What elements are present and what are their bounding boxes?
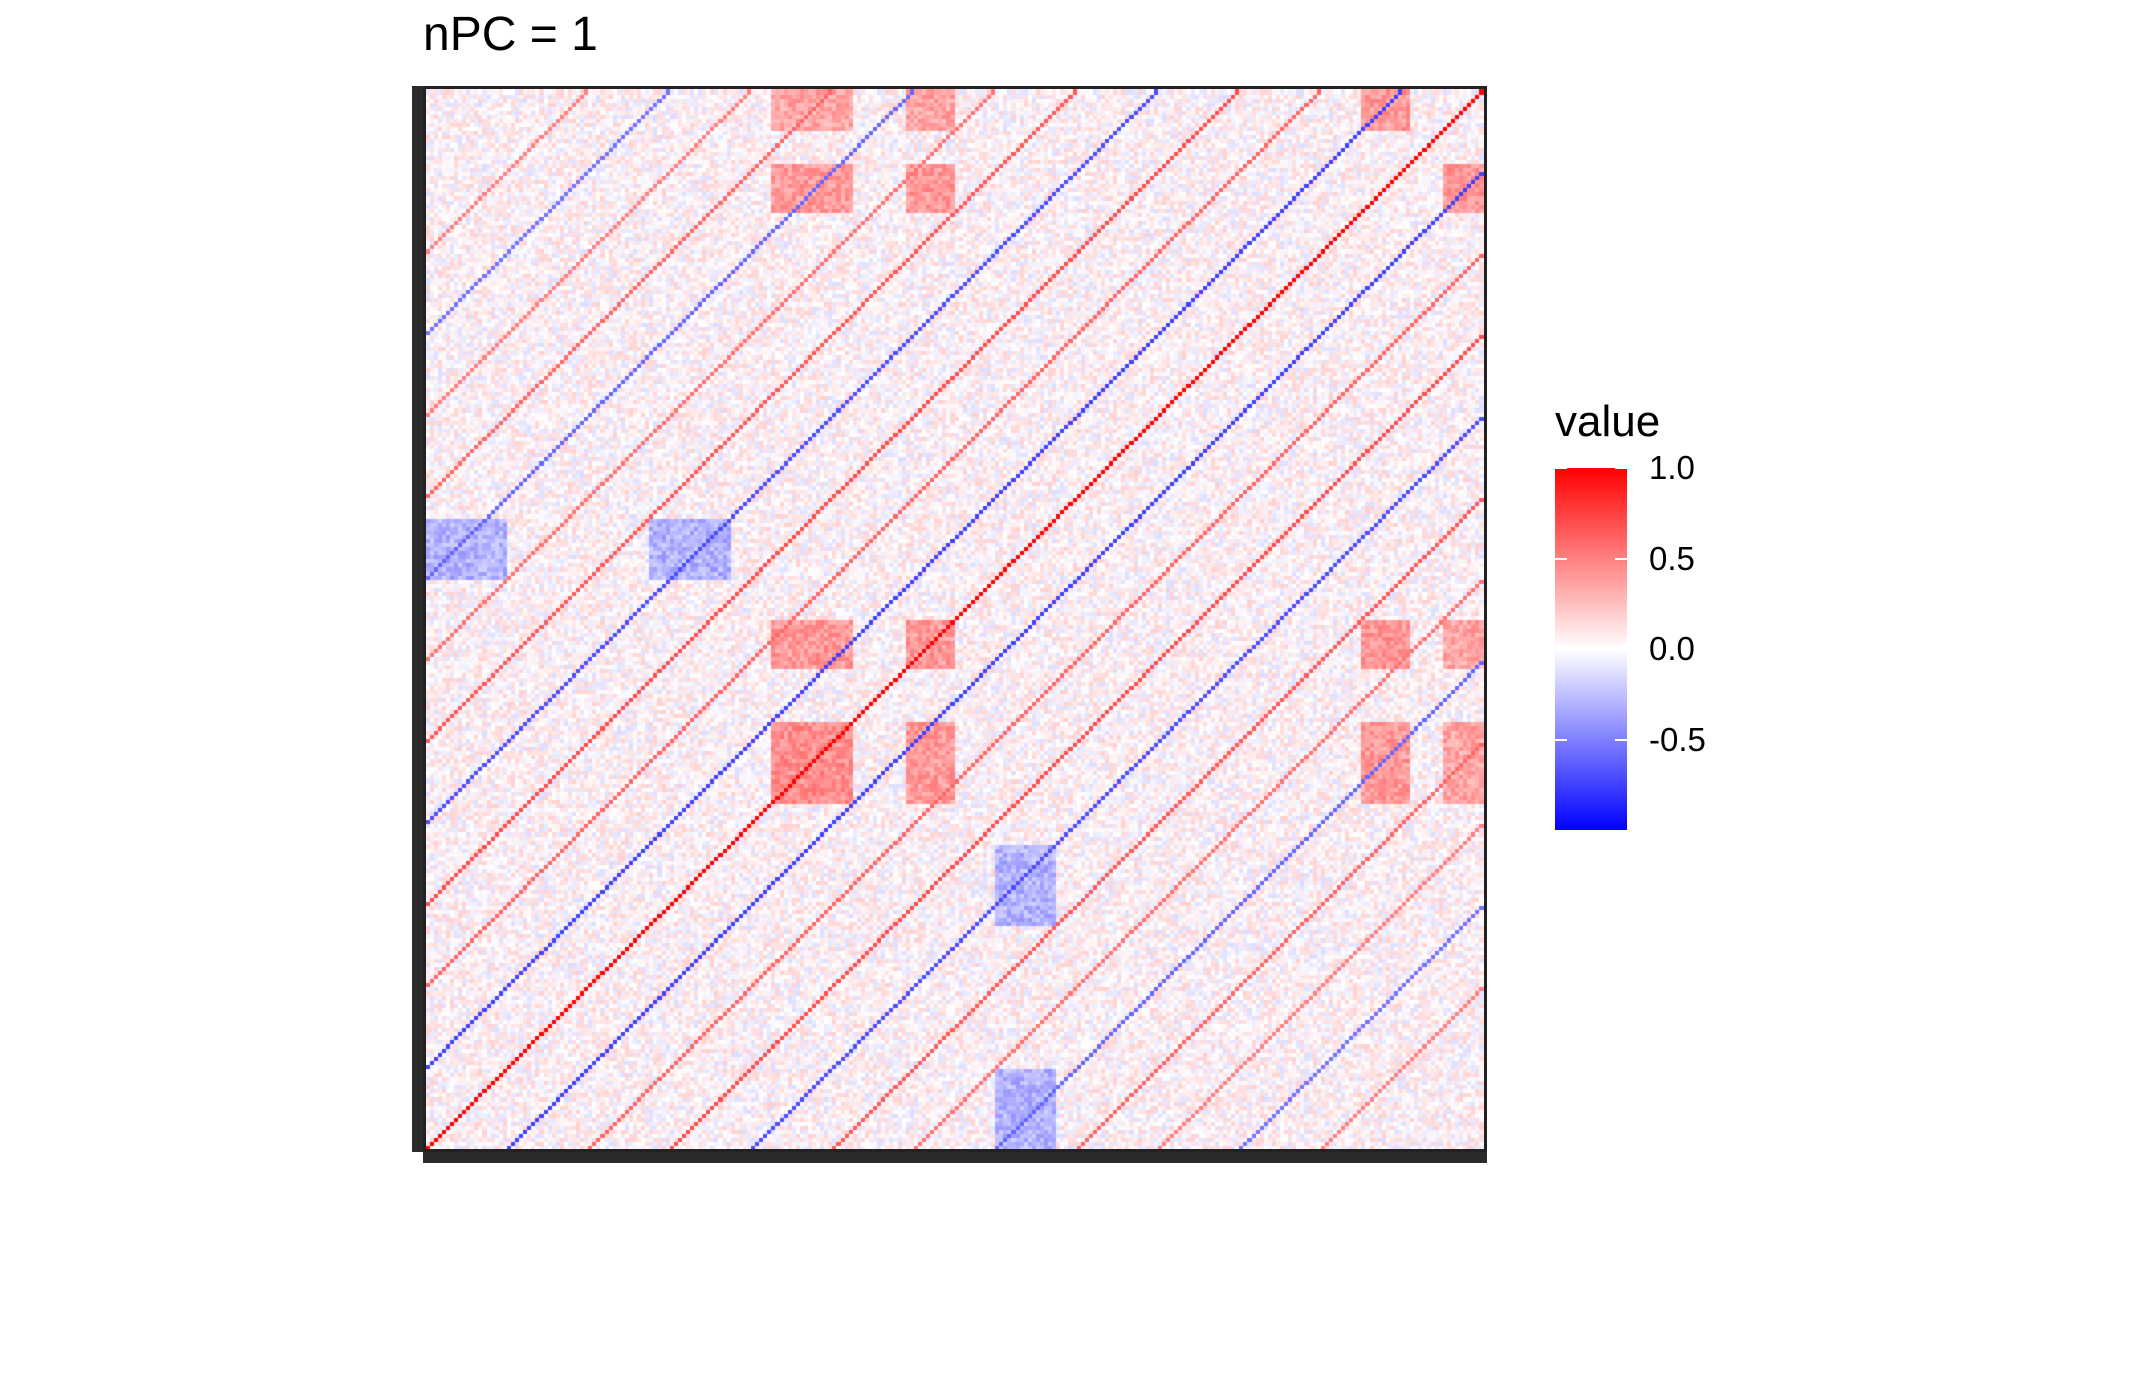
- legend-tick-label: 0.0: [1649, 630, 1695, 667]
- y-axis-line: [412, 86, 423, 1152]
- plot-panel: [423, 86, 1487, 1152]
- legend-tick-label: 1.0: [1649, 449, 1695, 486]
- legend-tick-mark: [1615, 557, 1627, 560]
- x-axis-line: [423, 1152, 1487, 1163]
- chart-title: nPC = 1: [423, 8, 598, 61]
- legend: value 1.0 0.5 0.0 -0.5: [1555, 397, 1795, 858]
- legend-tick-mark: [1555, 557, 1567, 560]
- legend-tick-mark: [1555, 738, 1567, 741]
- legend-title: value: [1555, 397, 1661, 446]
- legend-tick-mark: [1555, 467, 1567, 469]
- legend-tick-mark: [1615, 738, 1627, 741]
- heatmap-cells: [426, 89, 1484, 1149]
- legend-tick-mark: [1555, 648, 1567, 650]
- legend-tick-mark: [1615, 467, 1627, 469]
- legend-tick-label: -0.5: [1649, 720, 1706, 758]
- legend-tick-label: 0.5: [1649, 539, 1695, 577]
- legend-tick-mark: [1615, 648, 1627, 650]
